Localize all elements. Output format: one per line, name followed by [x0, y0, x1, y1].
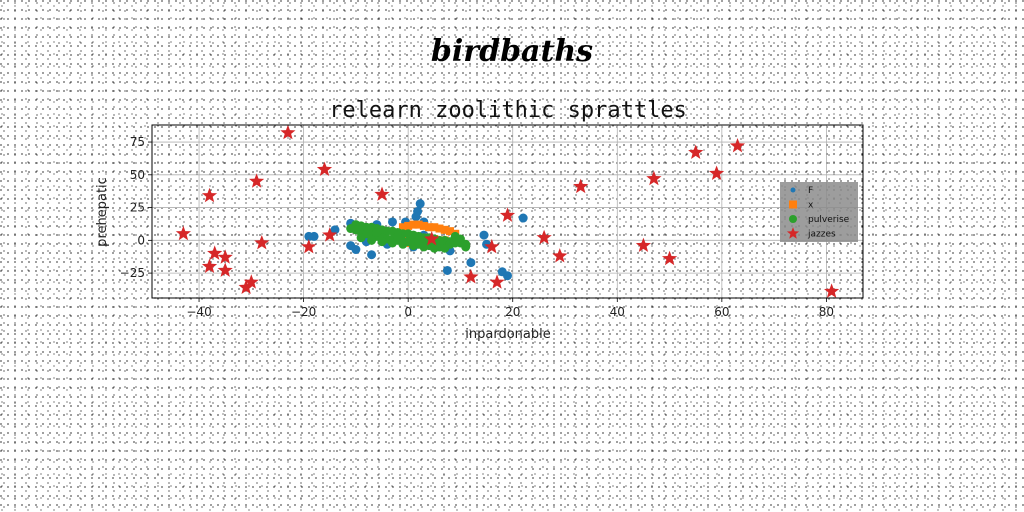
data-point [367, 250, 377, 260]
y-tick-label: −25 [120, 266, 145, 280]
data-point [435, 238, 445, 248]
data-point [404, 221, 413, 230]
data-point [424, 231, 440, 246]
data-point [217, 249, 233, 264]
data-point [411, 212, 421, 222]
data-point [330, 225, 340, 235]
data-point [824, 283, 840, 298]
data-point [499, 207, 516, 222]
data-point [374, 186, 390, 201]
data-point [409, 220, 418, 229]
data-point [635, 237, 651, 252]
data-point [662, 250, 678, 266]
data-point [440, 225, 449, 234]
data-point [450, 231, 460, 241]
data-point [207, 245, 223, 260]
data-point [419, 221, 428, 230]
data-point [463, 269, 479, 284]
data-point [461, 242, 471, 252]
data-point [393, 231, 403, 241]
x-tick-label: −20 [291, 305, 316, 319]
data-point [430, 223, 439, 232]
data-point [489, 274, 505, 289]
chart-title: relearn zoolithic sprattles [329, 98, 687, 123]
x-tick-label: 60 [714, 305, 729, 319]
data-point [322, 227, 338, 242]
data-points [175, 124, 840, 298]
data-point [729, 138, 746, 153]
data-point [398, 239, 408, 249]
data-point [201, 187, 218, 203]
x-tick-label: 0 [404, 305, 412, 319]
data-point [419, 242, 429, 252]
series-pulverise [346, 220, 471, 253]
plot-area-frame [151, 124, 864, 299]
legend: Fx pulverise jazzes [780, 182, 858, 242]
data-point [217, 262, 233, 277]
data-point [414, 220, 423, 229]
data-point [387, 238, 397, 248]
x-tick-label: 80 [819, 305, 834, 319]
legend-entry-label: x [808, 201, 814, 211]
data-point [552, 248, 568, 263]
data-point [479, 230, 489, 240]
axis-ticks: −40 −20 0 20 40 60 80 −25 0 25 50 75 [120, 135, 834, 319]
legend-entry-label: jazzes [807, 230, 836, 240]
data-point [304, 231, 314, 241]
x-tick-label: 40 [610, 305, 625, 319]
data-point [356, 233, 366, 243]
legend-marker [789, 215, 797, 223]
data-point [425, 223, 434, 232]
data-point [243, 274, 259, 289]
data-point [175, 225, 191, 241]
legend-marker [789, 200, 797, 209]
figure-suptitle: birdbaths [430, 34, 594, 69]
series-jazzes [175, 124, 840, 298]
data-point [377, 237, 387, 247]
y-axis-label: prehepatic [95, 177, 110, 247]
data-point [466, 258, 476, 268]
x-tick-label: 20 [505, 305, 520, 319]
data-point [414, 235, 424, 245]
data-point [445, 239, 455, 249]
data-point [367, 235, 377, 245]
data-point [316, 161, 333, 176]
data-point [398, 223, 407, 232]
data-point [254, 235, 270, 250]
data-point [280, 124, 296, 140]
data-point [503, 271, 512, 281]
data-point [536, 229, 552, 245]
data-point [435, 224, 444, 233]
data-point [372, 227, 382, 237]
data-point [484, 238, 500, 254]
data-point [351, 245, 361, 255]
data-point [573, 178, 589, 194]
data-point [709, 165, 725, 180]
legend-entry-label: F [808, 186, 813, 196]
y-tick-label: 50 [130, 168, 145, 182]
data-point [445, 227, 454, 236]
legend-marker [790, 187, 796, 193]
legend-marker [786, 227, 800, 239]
data-point [201, 258, 218, 273]
data-point [346, 224, 356, 234]
data-point [442, 265, 452, 275]
data-point [387, 217, 397, 227]
data-point [518, 213, 528, 223]
data-point [688, 144, 704, 159]
data-point [646, 170, 662, 186]
legend-entry-label: pulverise [808, 215, 850, 225]
data-point [415, 199, 425, 209]
y-tick-label: 75 [130, 135, 145, 149]
y-tick-label: 0 [137, 233, 145, 247]
y-tick-label: 25 [130, 201, 145, 215]
data-point [301, 238, 317, 254]
x-axis-label: inpardonable [465, 327, 550, 342]
data-point [238, 279, 254, 294]
data-point [249, 173, 265, 188]
x-tick-label: −40 [186, 305, 211, 319]
